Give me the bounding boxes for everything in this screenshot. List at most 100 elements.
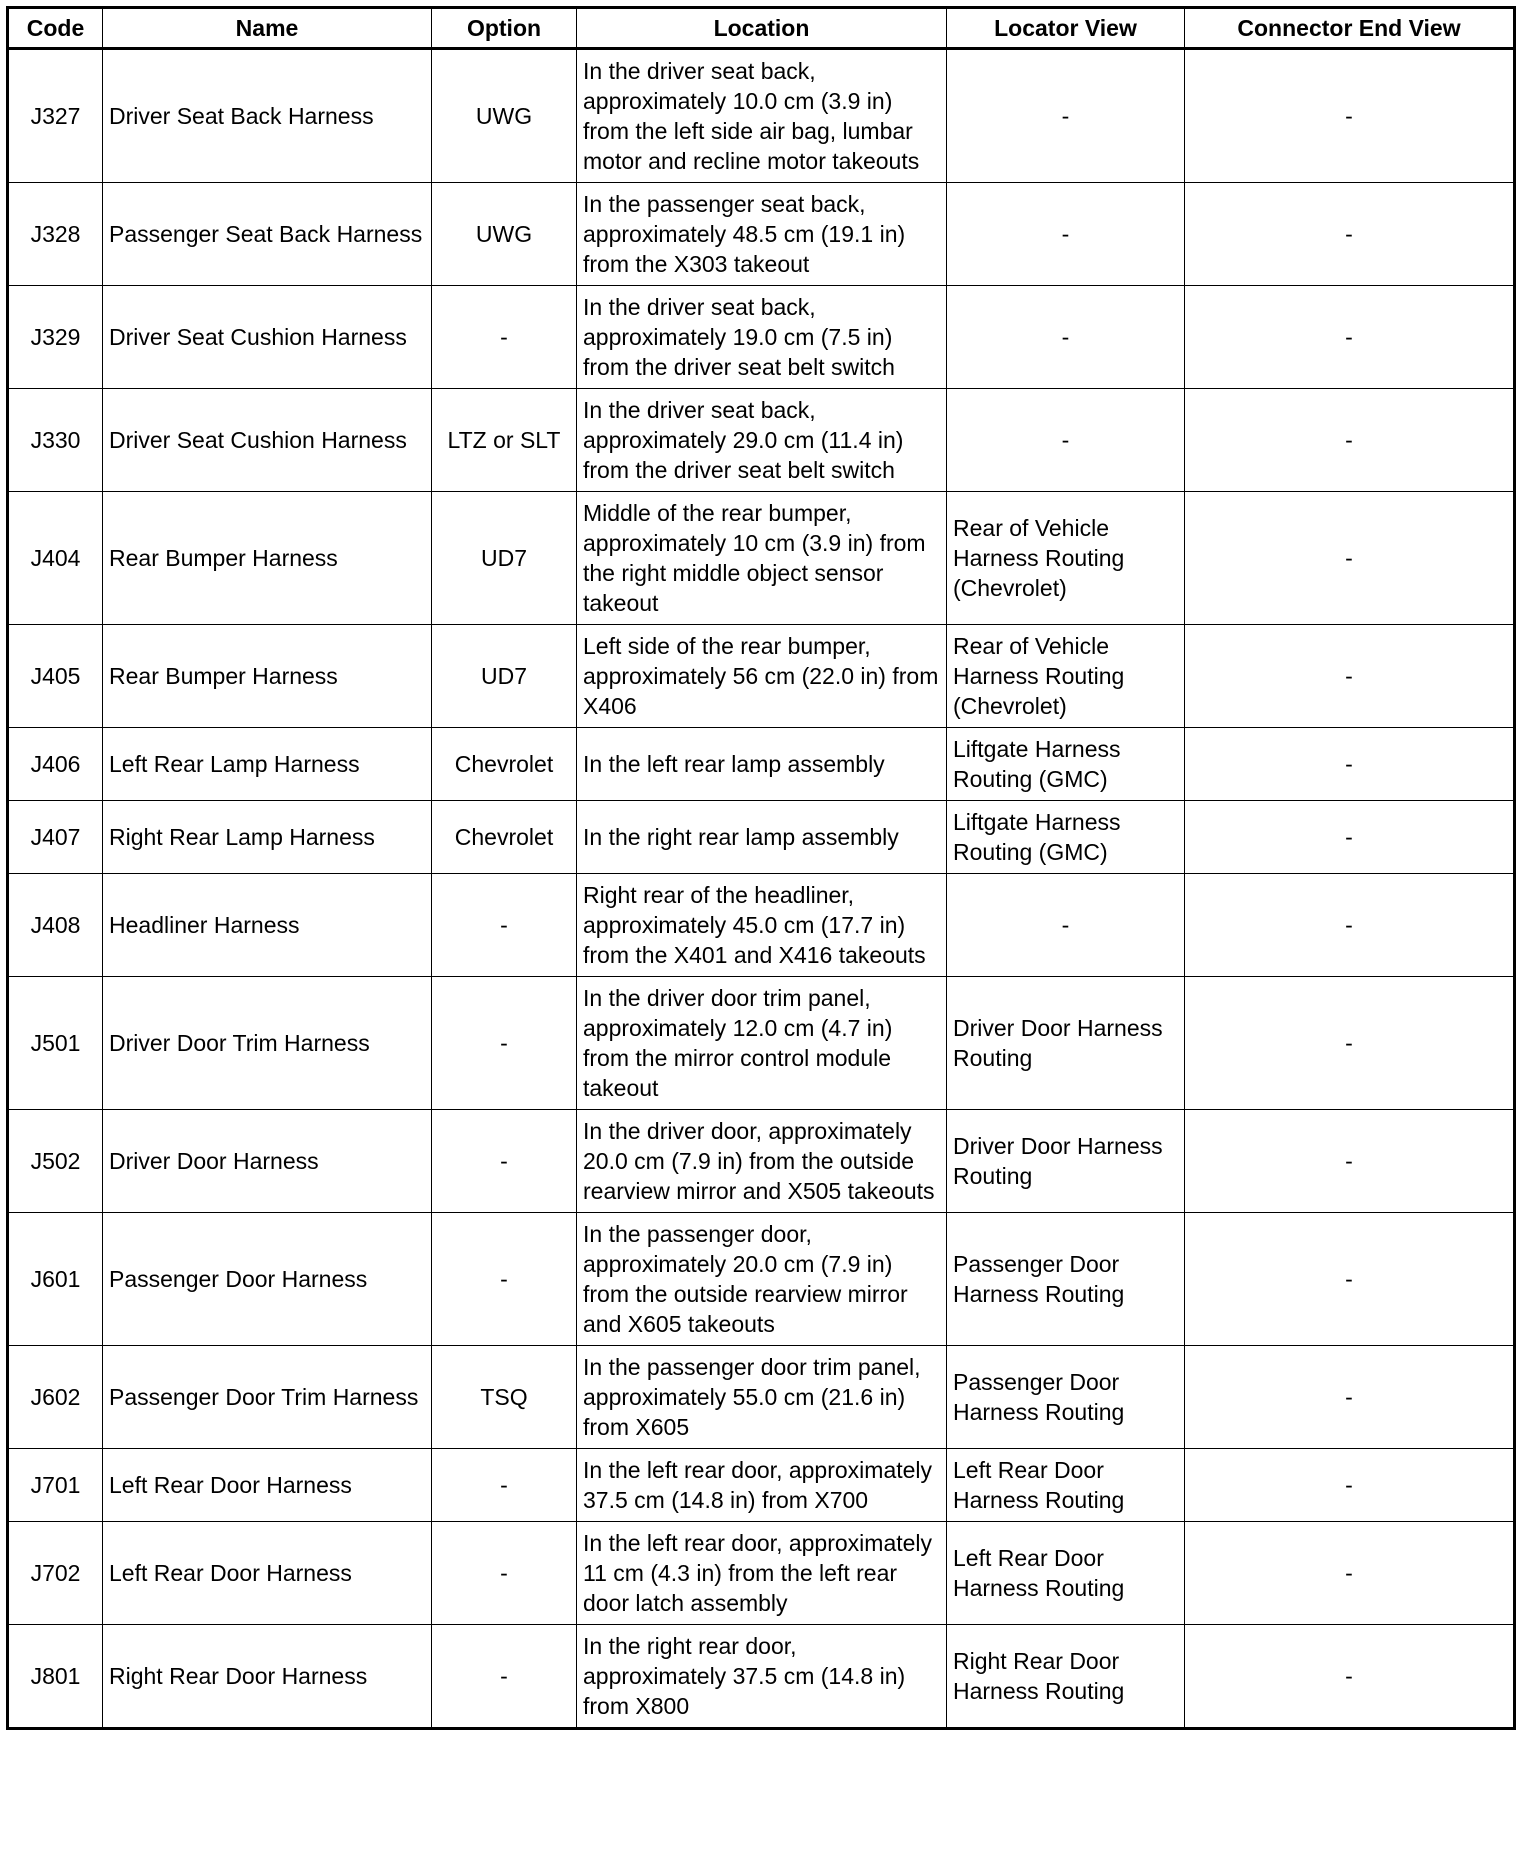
cell-code: J405 (7, 624, 103, 728)
table-row: J801 Right Rear Door Harness - In the right… (7, 1624, 1515, 1729)
cell-locator: Liftgate Harness Routing (GMC) (946, 727, 1185, 801)
cell-name: Left Rear Lamp Harness (102, 727, 432, 801)
cell-option: - (431, 1521, 577, 1625)
cell-name: Left Rear Door Harness (102, 1521, 432, 1625)
cell-code: J408 (7, 873, 103, 977)
header-location: Location (576, 7, 947, 50)
cell-location: In the driver seat back, approximately 2… (576, 388, 947, 492)
cell-code: J501 (7, 976, 103, 1110)
cell-locator: Passenger Door Harness Routing (946, 1212, 1185, 1346)
cell-option: UWG (431, 182, 577, 286)
cell-option: - (431, 1109, 577, 1213)
cell-option: UWG (431, 48, 577, 183)
cell-location: In the passenger door trim panel, approx… (576, 1345, 947, 1449)
cell-location: In the driver seat back, approximately 1… (576, 48, 947, 183)
cell-locator: Rear of Vehicle Harness Routing (Chevrol… (946, 491, 1185, 625)
cell-locator: - (946, 873, 1185, 977)
cell-locator: - (946, 388, 1185, 492)
cell-option: - (431, 873, 577, 977)
cell-connector: - (1184, 1448, 1515, 1522)
cell-code: J329 (7, 285, 103, 389)
cell-location: In the driver seat back, approximately 1… (576, 285, 947, 389)
header-name: Name (102, 7, 432, 50)
table-row: J602 Passenger Door Trim Harness TSQ In the… (7, 1345, 1515, 1449)
cell-option: UD7 (431, 624, 577, 728)
cell-name: Rear Bumper Harness (102, 491, 432, 625)
cell-name: Right Rear Door Harness (102, 1624, 432, 1729)
cell-connector: - (1184, 285, 1515, 389)
cell-code: J602 (7, 1345, 103, 1449)
cell-locator: - (946, 182, 1185, 286)
header-code: Code (7, 7, 103, 50)
cell-locator: Passenger Door Harness Routing (946, 1345, 1185, 1449)
cell-option: Chevrolet (431, 727, 577, 801)
cell-option: LTZ or SLT (431, 388, 577, 492)
cell-code: J702 (7, 1521, 103, 1625)
cell-connector: - (1184, 1624, 1515, 1729)
cell-name: Passenger Seat Back Harness (102, 182, 432, 286)
cell-locator: Rear of Vehicle Harness Routing (Chevrol… (946, 624, 1185, 728)
cell-connector: - (1184, 624, 1515, 728)
cell-code: J701 (7, 1448, 103, 1522)
cell-location: In the passenger seat back, approximatel… (576, 182, 947, 286)
table-row: J330 Driver Seat Cushion Harness LTZ or SL… (7, 388, 1515, 492)
cell-location: In the left rear door, approximately 37.… (576, 1448, 947, 1522)
header-row: Code Name Option Location Locator View C… (7, 7, 1515, 50)
table-row: J502 Driver Door Harness - In the driver do… (7, 1109, 1515, 1213)
table-row: J329 Driver Seat Cushion Harness - In the d… (7, 285, 1515, 389)
cell-option: - (431, 1448, 577, 1522)
cell-connector: - (1184, 873, 1515, 977)
cell-locator: Driver Door Harness Routing (946, 1109, 1185, 1213)
cell-option: - (431, 1624, 577, 1729)
cell-location: In the driver door trim panel, approxima… (576, 976, 947, 1110)
table-row: J404 Rear Bumper Harness UD7 Middle of the … (7, 491, 1515, 625)
cell-name: Passenger Door Harness (102, 1212, 432, 1346)
cell-code: J502 (7, 1109, 103, 1213)
cell-location: In the passenger door, approximately 20.… (576, 1212, 947, 1346)
cell-connector: - (1184, 1521, 1515, 1625)
cell-locator: Liftgate Harness Routing (GMC) (946, 800, 1185, 874)
cell-connector: - (1184, 48, 1515, 183)
cell-connector: - (1184, 182, 1515, 286)
cell-code: J801 (7, 1624, 103, 1729)
table-row: J405 Rear Bumper Harness UD7 Left side of t… (7, 624, 1515, 728)
cell-connector: - (1184, 388, 1515, 492)
cell-locator: Driver Door Harness Routing (946, 976, 1185, 1110)
table-row: J702 Left Rear Door Harness - In the left r… (7, 1521, 1515, 1625)
cell-name: Driver Seat Cushion Harness (102, 388, 432, 492)
cell-code: J330 (7, 388, 103, 492)
cell-name: Driver Seat Back Harness (102, 48, 432, 183)
cell-code: J328 (7, 182, 103, 286)
table-row: J407 Right Rear Lamp Harness Chevrolet In t… (7, 800, 1515, 874)
cell-code: J404 (7, 491, 103, 625)
cell-option: UD7 (431, 491, 577, 625)
cell-option: - (431, 1212, 577, 1346)
cell-code: J407 (7, 800, 103, 874)
header-connector-end-view: Connector End View (1184, 7, 1515, 50)
cell-name: Right Rear Lamp Harness (102, 800, 432, 874)
cell-location: Right rear of the headliner, approximate… (576, 873, 947, 977)
cell-location: Middle of the rear bumper, approximately… (576, 491, 947, 625)
cell-connector: - (1184, 1345, 1515, 1449)
cell-name: Headliner Harness (102, 873, 432, 977)
cell-location: In the right rear door, approximately 37… (576, 1624, 947, 1729)
table-row: J328 Passenger Seat Back Harness UWG In the… (7, 182, 1515, 286)
cell-connector: - (1184, 976, 1515, 1110)
cell-location: Left side of the rear bumper, approximat… (576, 624, 947, 728)
cell-name: Rear Bumper Harness (102, 624, 432, 728)
table-row: J406 Left Rear Lamp Harness Chevrolet In th… (7, 727, 1515, 801)
cell-option: - (431, 285, 577, 389)
cell-option: Chevrolet (431, 800, 577, 874)
cell-connector: - (1184, 491, 1515, 625)
table-row: J701 Left Rear Door Harness - In the left r… (7, 1448, 1515, 1522)
cell-location: In the right rear lamp assembly (576, 800, 947, 874)
cell-name: Driver Door Trim Harness (102, 976, 432, 1110)
table-row: J601 Passenger Door Harness - In the passen… (7, 1212, 1515, 1346)
cell-location: In the left rear door, approximately 11 … (576, 1521, 947, 1625)
cell-name: Left Rear Door Harness (102, 1448, 432, 1522)
cell-locator: - (946, 48, 1185, 183)
header-option: Option (431, 7, 577, 50)
header-locator-view: Locator View (946, 7, 1185, 50)
table-row: J501 Driver Door Trim Harness - In the driv… (7, 976, 1515, 1110)
cell-location: In the left rear lamp assembly (576, 727, 947, 801)
